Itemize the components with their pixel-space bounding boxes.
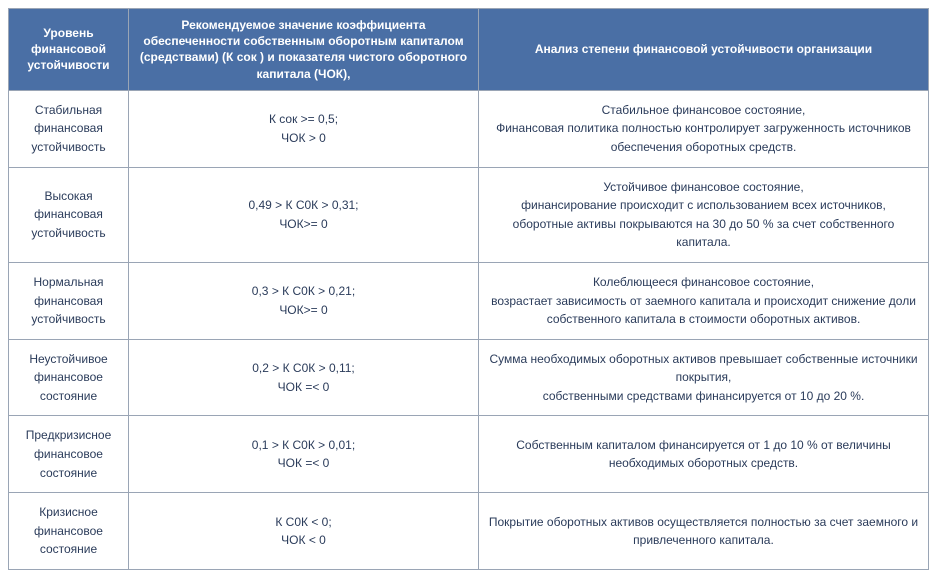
cell-coef: К сок >= 0,5;ЧОК > 0 [129, 90, 479, 167]
cell-analysis: Стабильное финансовое состояние,Финансов… [479, 90, 929, 167]
cell-coef: 0,2 > К С0К > 0,11;ЧОК =< 0 [129, 339, 479, 416]
cell-analysis: Покрытие оборотных активов осуществляетс… [479, 493, 929, 570]
cell-coef: 0,1 > К С0К > 0,01;ЧОК =< 0 [129, 416, 479, 493]
table-row: Высокая финансовая устойчивость 0,49 > К… [9, 167, 929, 262]
cell-level: Стабильная финансовая устойчивость [9, 90, 129, 167]
cell-analysis: Собственным капиталом финансируется от 1… [479, 416, 929, 493]
cell-coef: 0,49 > К С0К > 0,31;ЧОК>= 0 [129, 167, 479, 262]
col-header-analysis: Анализ степени финансовой устойчивости о… [479, 9, 929, 91]
cell-level: Высокая финансовая устойчивость [9, 167, 129, 262]
cell-coef: К С0К < 0;ЧОК < 0 [129, 493, 479, 570]
table-row: Неустойчивое финансовое состояние 0,2 > … [9, 339, 929, 416]
table-row: Кризисное финансовое состояние К С0К < 0… [9, 493, 929, 570]
cell-analysis: Сумма необходимых оборотных активов прев… [479, 339, 929, 416]
cell-analysis: Колеблющееся финансовое состояние,возрас… [479, 262, 929, 339]
col-header-level: Уровень финансовой устойчивости [9, 9, 129, 91]
cell-level: Предкризисное финансовое состояние [9, 416, 129, 493]
cell-level: Неустойчивое финансовое состояние [9, 339, 129, 416]
table-row: Стабильная финансовая устойчивость К сок… [9, 90, 929, 167]
table-header-row: Уровень финансовой устойчивости Рекоменд… [9, 9, 929, 91]
financial-stability-table: Уровень финансовой устойчивости Рекоменд… [8, 8, 929, 570]
table-row: Нормальная финансовая устойчивость 0,3 >… [9, 262, 929, 339]
cell-level: Нормальная финансовая устойчивость [9, 262, 129, 339]
cell-coef: 0,3 > К С0К > 0,21;ЧОК>= 0 [129, 262, 479, 339]
table-row: Предкризисное финансовое состояние 0,1 >… [9, 416, 929, 493]
cell-level: Кризисное финансовое состояние [9, 493, 129, 570]
table-body: Стабильная финансовая устойчивость К сок… [9, 90, 929, 569]
cell-analysis: Устойчивое финансовое состояние,финансир… [479, 167, 929, 262]
col-header-coef: Рекомендуемое значение коэффициента обес… [129, 9, 479, 91]
